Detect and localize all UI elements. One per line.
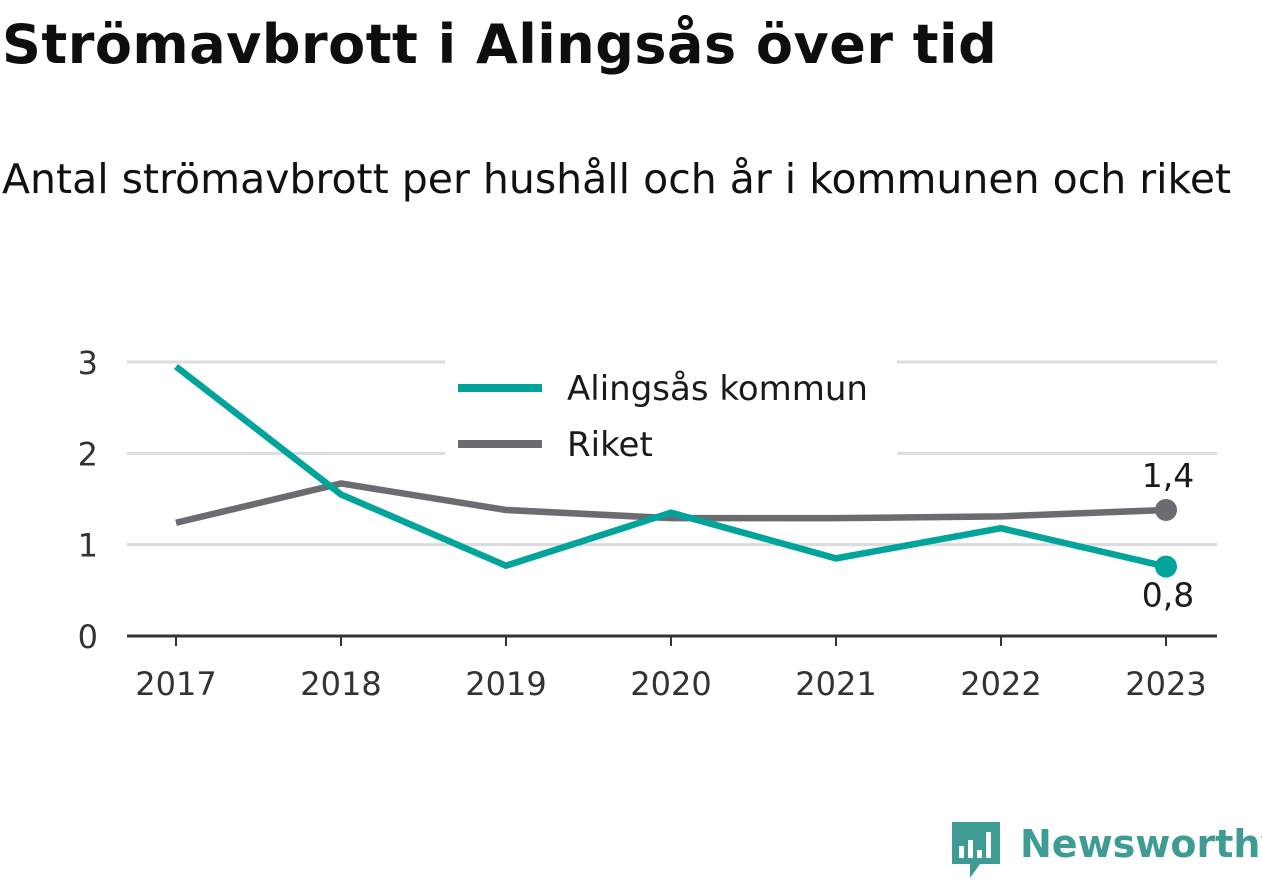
x-tick-label: 2020	[630, 665, 711, 703]
brand-name: Newsworthy	[1020, 822, 1262, 866]
x-tick-label: 2017	[135, 665, 216, 703]
x-tick-label: 2021	[795, 665, 876, 703]
y-tick-label: 3	[78, 344, 98, 382]
x-tick-label: 2023	[1125, 665, 1206, 703]
x-tick-label: 2022	[960, 665, 1041, 703]
y-tick-label: 0	[78, 618, 98, 656]
x-tick-label: 2018	[300, 665, 381, 703]
legend-label: Alingsås kommun	[567, 369, 868, 409]
bar-chart-badge-icon	[952, 822, 1000, 878]
legend-label: Riket	[567, 425, 653, 465]
y-tick-label: 1	[78, 527, 98, 565]
end-point-marker	[1155, 498, 1177, 521]
chart-subtitle: Antal strömavbrott per hushåll och år i …	[2, 155, 1232, 203]
series-line	[174, 363, 1167, 570]
end-value-label: 1,4	[1142, 456, 1194, 495]
y-tick-label: 2	[78, 435, 98, 473]
end-point-marker	[1155, 555, 1177, 578]
series-line	[175, 480, 1167, 526]
chart-title: Strömavbrott i Alingsås över tid	[2, 13, 998, 76]
x-tick-label: 2019	[465, 665, 546, 703]
end-value-label: 0,8	[1142, 576, 1194, 615]
newsworthy-logo: Newsworthy	[950, 818, 1262, 878]
